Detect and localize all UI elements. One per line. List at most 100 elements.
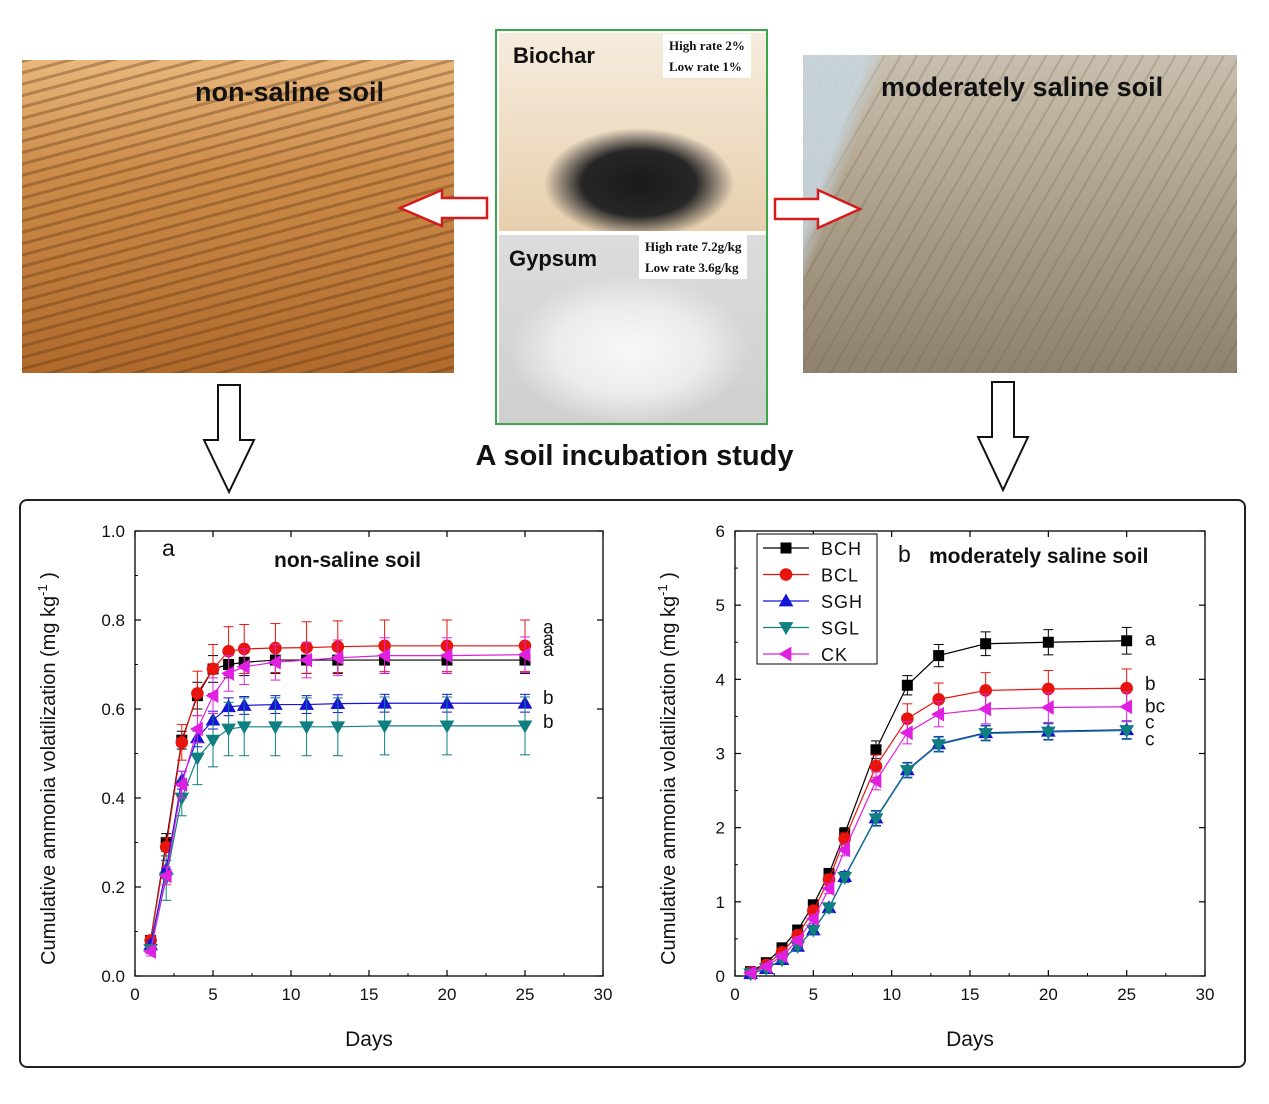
gypsum-high-rate: High rate 7.2g/kg: [645, 239, 742, 254]
chart-a-point-ck: [174, 777, 188, 793]
gypsum-rate-box: High rate 7.2g/kg Low rate 3.6g/kg: [639, 235, 748, 279]
chart-a-point-sgl: [377, 720, 392, 734]
chart-b-xtick-label: 25: [1117, 985, 1136, 1004]
chart-a-xtick-label: 5: [208, 985, 217, 1004]
chart-a-xtick-label: 10: [282, 985, 301, 1004]
biochar-high-rate: High rate 2%: [669, 38, 745, 53]
chart-a-point-ck: [205, 688, 219, 704]
chart-b-point-sgl: [931, 739, 947, 753]
chart-a-point-bcl: [206, 662, 220, 676]
chart-b-ytick-label: 0: [716, 967, 725, 986]
down-arrow-right-icon: [976, 381, 1030, 493]
chart-b-legend-marker: [778, 593, 794, 607]
chart-a-point-sgl: [268, 721, 283, 735]
gypsum-photo: Gypsum High rate 7.2g/kg Low rate 3.6g/k…: [499, 235, 766, 423]
chart-b-title: moderately saline soil: [929, 545, 1148, 568]
chart-a-significance-label: b: [543, 688, 554, 709]
chart-b-ytick-label: 3: [716, 745, 725, 764]
chart-b-ytick-label: 6: [716, 522, 725, 541]
chart-a-significance-label: a: [543, 640, 554, 661]
chart-a-series-ck: [143, 636, 531, 959]
chart-b-point-ck: [805, 911, 819, 927]
chart-frame: [19, 499, 1246, 1068]
chart-b-legend-label: BCL: [821, 566, 859, 586]
chart-b-point-bch: [933, 650, 945, 662]
chart-a-point-ck: [330, 650, 344, 666]
left-arrow-icon: [396, 188, 489, 228]
chart-b-ylabel: Cumulative ammonia volatilization (mg kg…: [655, 572, 680, 965]
chart-b-point-bch: [1121, 635, 1133, 647]
chart-a-point-sgl: [205, 734, 221, 748]
chart-a-point-sgl: [190, 752, 205, 766]
biochar-rate-box: High rate 2% Low rate 1%: [663, 34, 751, 78]
chart-a-ylabel: Cumulative ammonia volatilization (mg kg…: [35, 572, 60, 965]
chart-b-point-sgl: [805, 924, 821, 938]
chart-a-xtick-label: 25: [516, 985, 535, 1004]
chart-a-xtick-label: 0: [130, 985, 139, 1004]
chart-a-point-ck: [143, 944, 156, 959]
chart-b-point-ck: [978, 701, 992, 717]
chart-b-point-ck: [774, 948, 788, 964]
chart-b-significance-label: a: [1145, 630, 1156, 651]
chart-b-point-bch: [870, 744, 882, 756]
chart-a-xtick-label: 20: [438, 985, 457, 1004]
chart-b-point-sgl: [837, 871, 853, 885]
chart-b-legend-box: [756, 533, 878, 665]
chart-a-point-sgl: [299, 721, 314, 735]
biochar-photo: Biochar High rate 2% Low rate 1%: [499, 33, 766, 231]
chart-b-series-bch: [745, 626, 1133, 978]
chart-a-xlabel: Days: [345, 1028, 393, 1051]
chart-a-ytick-label: 1.0: [101, 522, 125, 541]
chart-b-significance-label: bc: [1145, 696, 1165, 717]
chart-a-significance-label: a: [543, 629, 554, 650]
chart-a-panel-letter: a: [162, 535, 175, 561]
chart-b-point-bcl: [869, 759, 883, 773]
chart-a-ytick-label: 0.8: [101, 611, 125, 630]
chart-a-point-ck: [221, 666, 234, 681]
chart-b-point-bch: [1042, 636, 1054, 648]
chart-a-point-ck: [377, 648, 390, 663]
chart-a-point-ck: [439, 648, 453, 663]
chart-b-xtick-label: 15: [961, 985, 980, 1004]
chart-b-point-bcl: [838, 832, 851, 846]
chart-b-ytick-label: 2: [716, 819, 725, 838]
study-title: A soil incubation study: [475, 440, 794, 472]
chart-b-point-sgl: [978, 728, 994, 741]
chart-a-ytick-label: 0.2: [101, 878, 125, 897]
chart-b-xtick-label: 0: [730, 985, 739, 1004]
chart-b-series-ck: [743, 691, 1133, 981]
chart-b-panel-letter: b: [898, 541, 911, 567]
chart-a-point-sgl: [517, 720, 533, 734]
chart-a-title: non-saline soil: [274, 549, 421, 572]
chart-b-legend-marker: [779, 568, 793, 581]
chart-a-point-ck: [158, 868, 172, 884]
gypsum-low-rate: Low rate 3.6g/kg: [645, 260, 739, 275]
chart-b-point-ck: [758, 958, 772, 974]
chart-b-legend-label: CK: [821, 645, 848, 665]
saline-soil-photo: moderately saline soil: [803, 55, 1237, 373]
chart-b-point-sgl: [1040, 726, 1056, 740]
chart-b-point-sgl: [899, 765, 915, 779]
chart-b-point-bch: [980, 638, 992, 650]
chart-a-point-ck: [267, 654, 281, 670]
chart-b-legend-marker: [780, 542, 792, 554]
saline-soil-label: moderately saline soil: [881, 72, 1164, 102]
chart-b-legend-label: SGH: [821, 592, 863, 612]
chart-b-series-line-sgl: [750, 729, 1127, 975]
chart-a-ytick-label: 0.0: [101, 967, 125, 986]
chart-b-legend: BCH BCL SGH SGL CK: [756, 533, 878, 665]
chart-b-point-sgl: [821, 902, 837, 916]
biochar-label: Biochar: [513, 43, 595, 68]
chart-b-point-ck: [821, 881, 835, 896]
chart-b-legend-marker: [778, 622, 794, 636]
chart-b-point-sgl: [868, 813, 884, 827]
chart-a-ytick-label: 0.6: [101, 700, 125, 719]
chart-b-point-ck: [899, 725, 913, 741]
chart-a-significance-label: b: [543, 712, 554, 733]
chart-b-point-ck: [868, 773, 882, 789]
chart-a-series-sgl: [143, 696, 533, 957]
chart-b-point-ck: [931, 706, 945, 722]
chart-b-legend-marker: [778, 646, 792, 662]
chart-b-xtick-label: 30: [1196, 985, 1215, 1004]
